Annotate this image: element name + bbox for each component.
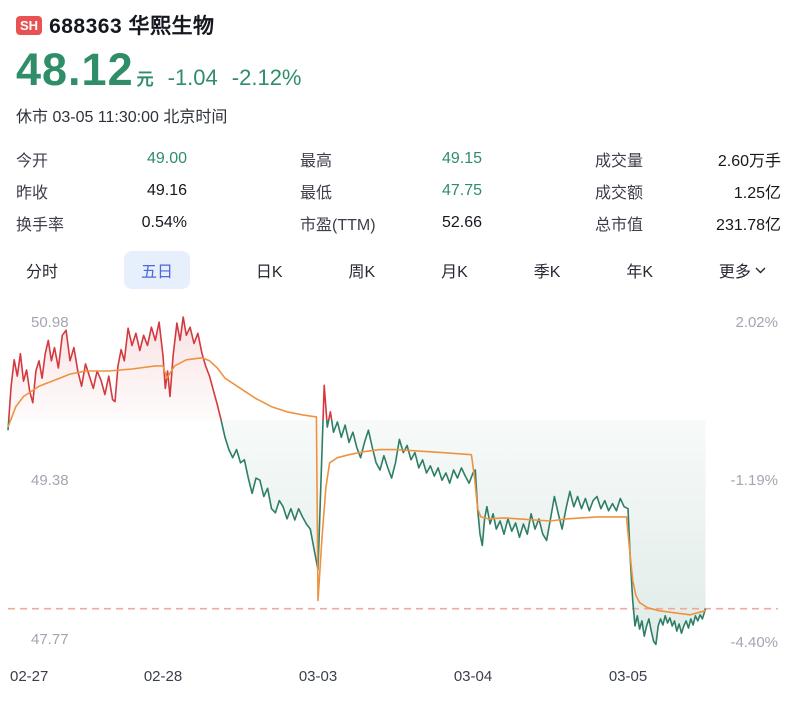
y-axis-pct-label-mid: -1.19% xyxy=(730,472,778,489)
stat-pe-ttm-label: 市盈(TTM) xyxy=(300,217,376,234)
price-change-percent: -2.12% xyxy=(231,65,302,90)
y-axis-pct-label-low: -4.40% xyxy=(730,634,778,651)
stat-volume: 成交量 2.60万手 xyxy=(595,143,781,175)
stat-market-cap-value: 231.78亿 xyxy=(716,217,781,234)
x-axis-label-day2: 02-28 xyxy=(143,668,183,685)
exchange-badge: SH xyxy=(16,15,43,35)
stat-high: 最高 49.15 xyxy=(300,143,482,175)
stat-turnover-rate-value: 0.54% xyxy=(141,214,187,231)
y-axis-price-label-high: 50.98 xyxy=(31,314,69,331)
y-axis-price-label-mid: 49.38 xyxy=(31,472,69,489)
stat-amount-value: 1.25亿 xyxy=(733,185,781,202)
stat-open: 今开 49.00 xyxy=(16,143,187,175)
tab-weekly-k[interactable]: 周K xyxy=(348,264,376,281)
stat-amount: 成交额 1.25亿 xyxy=(595,175,781,207)
five-day-chart-area: 50.98 49.38 47.77 2.02% -1.19% -4.40% 02… xyxy=(0,295,800,709)
stat-prev-close-label: 昨收 xyxy=(16,185,49,202)
x-axis-label-day1: 02-27 xyxy=(10,668,49,685)
stat-low-value: 47.75 xyxy=(441,182,482,199)
stat-high-value: 49.15 xyxy=(441,150,482,167)
price-change: -1.04 xyxy=(167,65,218,90)
y-axis-price-label-low: 47.77 xyxy=(31,631,69,648)
stat-high-label: 最高 xyxy=(300,153,333,170)
tab-quarterly-k[interactable]: 季K xyxy=(533,264,561,281)
stat-low-label: 最低 xyxy=(300,185,333,202)
stock-title: 688363 华熙生物 xyxy=(49,15,215,38)
stat-prev-close-value: 49.16 xyxy=(146,182,187,199)
market-status: 休市 03-05 11:30:00 北京时间 xyxy=(16,109,228,126)
stat-prev-close: 昨收 49.16 xyxy=(16,175,187,207)
period-tabs: 分时 五日 日K 周K 月K 季K 年K 更多 xyxy=(0,247,800,293)
stat-market-cap: 总市值 231.78亿 xyxy=(595,207,781,239)
tab-more-label: 更多 xyxy=(718,264,751,281)
stat-pe-ttm-value: 52.66 xyxy=(441,214,482,231)
x-axis-label-day3: 03-03 xyxy=(298,668,338,685)
stock-header: SH 688363 华熙生物 48.12 元 -1.04 -2.12% 休市 0… xyxy=(0,0,800,127)
currency-unit: 元 xyxy=(136,70,154,89)
tab-five-day[interactable]: 五日 xyxy=(123,251,190,289)
tab-more[interactable]: 更多 xyxy=(719,258,766,282)
y-axis-pct-label-high: 2.02% xyxy=(735,314,778,331)
chevron-down-icon xyxy=(755,267,766,273)
tab-monthly-k[interactable]: 月K xyxy=(441,264,468,281)
stat-market-cap-label: 总市值 xyxy=(595,217,644,234)
tab-minute[interactable]: 分时 xyxy=(26,264,59,281)
stat-turnover-rate-label: 换手率 xyxy=(16,217,65,234)
x-axis-label-day5: 03-05 xyxy=(608,668,648,685)
current-price: 48.12 xyxy=(16,44,134,95)
stat-volume-label: 成交量 xyxy=(595,153,644,170)
x-axis-label-day4: 03-04 xyxy=(453,668,493,685)
stat-open-label: 今开 xyxy=(16,153,49,170)
stat-volume-value: 2.60万手 xyxy=(717,153,781,170)
chart-canvas[interactable] xyxy=(0,295,800,695)
stat-open-value: 49.00 xyxy=(146,150,187,167)
stat-pe-ttm: 市盈(TTM) 52.66 xyxy=(300,207,482,239)
stats-grid: 今开 49.00 昨收 49.16 换手率 0.54% 最高 49.15 最低 … xyxy=(0,143,800,239)
stat-amount-label: 成交额 xyxy=(595,185,644,202)
tab-daily-k[interactable]: 日K xyxy=(255,264,283,281)
stat-turnover-rate: 换手率 0.54% xyxy=(16,207,187,239)
tab-yearly-k[interactable]: 年K xyxy=(626,264,653,281)
stat-low: 最低 47.75 xyxy=(300,175,482,207)
